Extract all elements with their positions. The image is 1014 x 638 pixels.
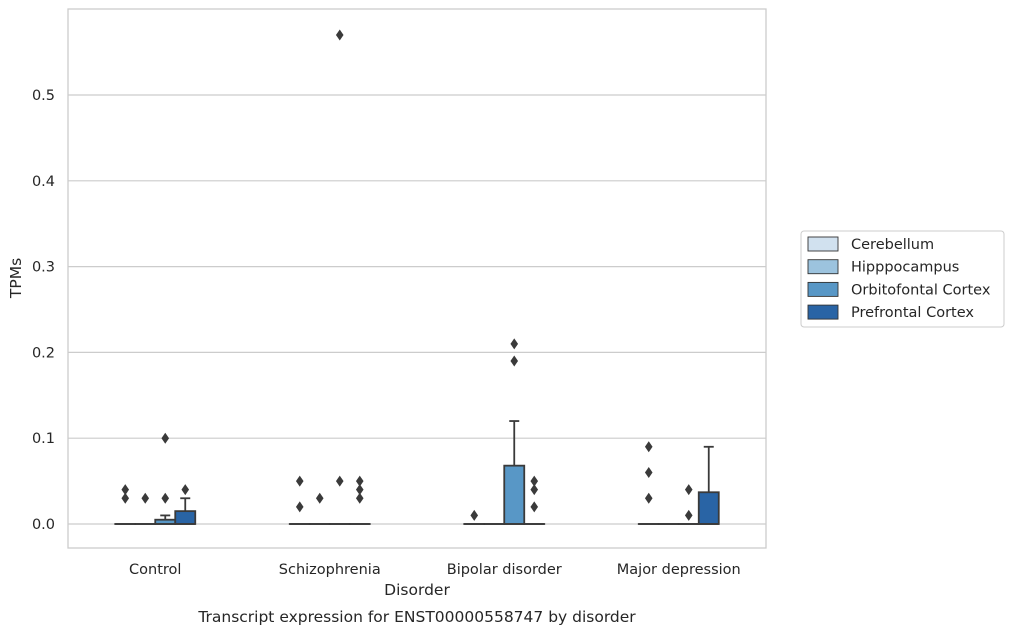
legend-label: Prefrontal Cortex [851,305,974,321]
y-tick-label: 0.1 [32,431,55,447]
grid-lines [68,95,766,524]
box-1-1 [310,493,330,524]
y-tick-label: 0.0 [32,517,55,533]
outlier-point [141,493,149,504]
legend-item: Orbitofontal Cortex [808,282,991,298]
chart-caption: Transcript expression for ENST0000055874… [197,608,636,626]
outlier-point [181,484,189,495]
box-0-2 [155,433,175,524]
outlier-point [296,476,304,487]
box-2-0 [464,510,484,524]
y-tick-label: 0.4 [32,174,55,190]
legend-label: Cerebellum [851,237,934,253]
legend-item: Hipppocampus [808,260,959,276]
outlier-point [121,484,129,495]
outlier-point [356,476,364,487]
legend-swatch [808,237,838,251]
legend-label: Hipppocampus [851,260,959,276]
box-1-2 [330,29,350,524]
box-body [699,492,719,524]
legend-swatch [808,260,838,274]
outlier-point [161,493,169,504]
x-tick-label: Bipolar disorder [447,562,562,578]
y-tick-label: 0.5 [32,88,55,104]
box-body [175,511,195,524]
x-tick-label: Control [129,562,181,578]
outlier-point [336,29,344,40]
outlier-point [296,501,304,512]
outlier-point [336,476,344,487]
box-1-0 [290,476,310,524]
box-body [504,466,524,524]
x-tick-label: Schizophrenia [279,562,381,578]
box-3-0 [639,441,659,524]
y-axis-label: TPMs [7,258,25,299]
box-3-3 [699,447,719,524]
y-tick-label: 0.3 [32,260,55,276]
legend-label: Orbitofontal Cortex [851,282,991,298]
box-0-0 [115,484,135,524]
outlier-point [510,355,518,366]
outlier-point [530,476,538,487]
box-2-2 [504,338,524,524]
box-3-2 [679,484,699,524]
legend-item: Prefrontal Cortex [808,305,974,321]
legend-swatch [808,305,838,319]
legend-item: Cerebellum [808,237,934,253]
box-0-3 [175,484,195,524]
legend: Cerebellum Hipppocampus Orbitofontal Corte… [801,231,1004,327]
outlier-point [685,510,693,521]
x-axis-ticks: Control Schizophrenia Bipolar disorder Majo… [129,562,741,578]
outlier-point [645,493,653,504]
x-axis-label: Disorder [384,581,450,599]
box-2-3 [524,476,544,524]
outlier-point [530,501,538,512]
plot-frame [68,9,766,548]
box-1-3 [350,476,370,524]
outlier-point [645,441,653,452]
outlier-point [685,484,693,495]
outlier-point [161,433,169,444]
outlier-point [470,510,478,521]
x-tick-label: Major depression [617,562,741,578]
box-0-1 [135,493,155,524]
plot-area [115,29,719,524]
y-tick-label: 0.2 [32,345,55,361]
legend-swatch [808,282,838,296]
outlier-point [316,493,324,504]
outlier-point [645,467,653,478]
y-axis-ticks: 0.0 0.1 0.2 0.3 0.4 0.5 [32,88,55,533]
outlier-point [510,338,518,349]
